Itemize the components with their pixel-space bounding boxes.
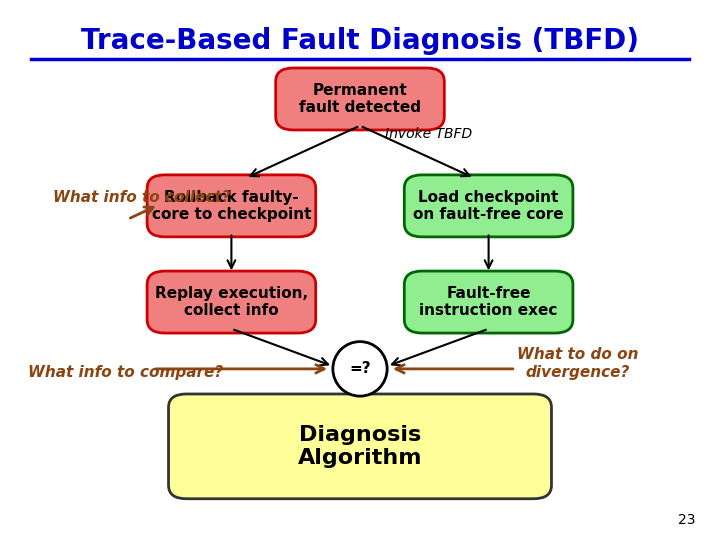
Text: Fault-free
instruction exec: Fault-free instruction exec [420,286,558,318]
Text: Invoke TBFD: Invoke TBFD [385,127,472,141]
FancyBboxPatch shape [147,271,315,333]
FancyBboxPatch shape [405,175,573,237]
Text: Replay execution,
collect info: Replay execution, collect info [155,286,308,318]
Text: 23: 23 [678,512,696,526]
FancyBboxPatch shape [276,68,444,130]
Text: Trace-Based Fault Diagnosis (TBFD): Trace-Based Fault Diagnosis (TBFD) [81,27,639,55]
Ellipse shape [333,342,387,396]
Text: Rollback faulty-
core to checkpoint: Rollback faulty- core to checkpoint [152,190,311,222]
Text: Load checkpoint
on fault-free core: Load checkpoint on fault-free core [413,190,564,222]
Text: What info to collect?: What info to collect? [53,190,230,205]
Text: Permanent
fault detected: Permanent fault detected [299,83,421,115]
Text: =?: =? [349,361,371,376]
Text: Diagnosis
Algorithm: Diagnosis Algorithm [298,425,422,468]
Text: What info to compare?: What info to compare? [28,365,223,380]
Text: What to do on
divergence?: What to do on divergence? [517,347,639,380]
FancyBboxPatch shape [405,271,573,333]
FancyBboxPatch shape [147,175,315,237]
FancyBboxPatch shape [168,394,552,499]
